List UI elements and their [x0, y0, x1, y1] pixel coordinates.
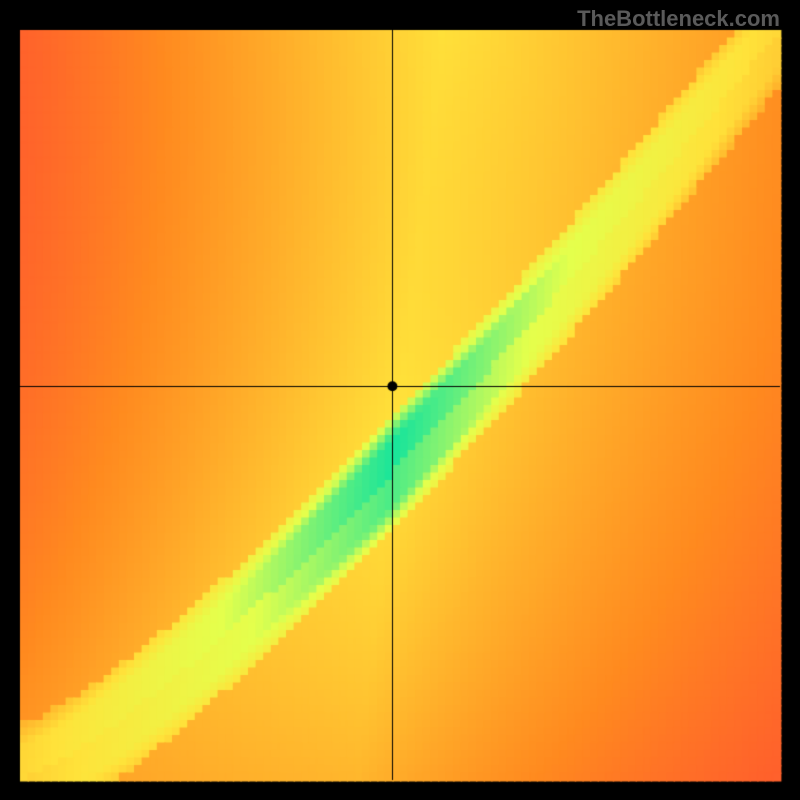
- watermark-text: TheBottleneck.com: [577, 6, 780, 32]
- bottleneck-heatmap: [0, 0, 800, 800]
